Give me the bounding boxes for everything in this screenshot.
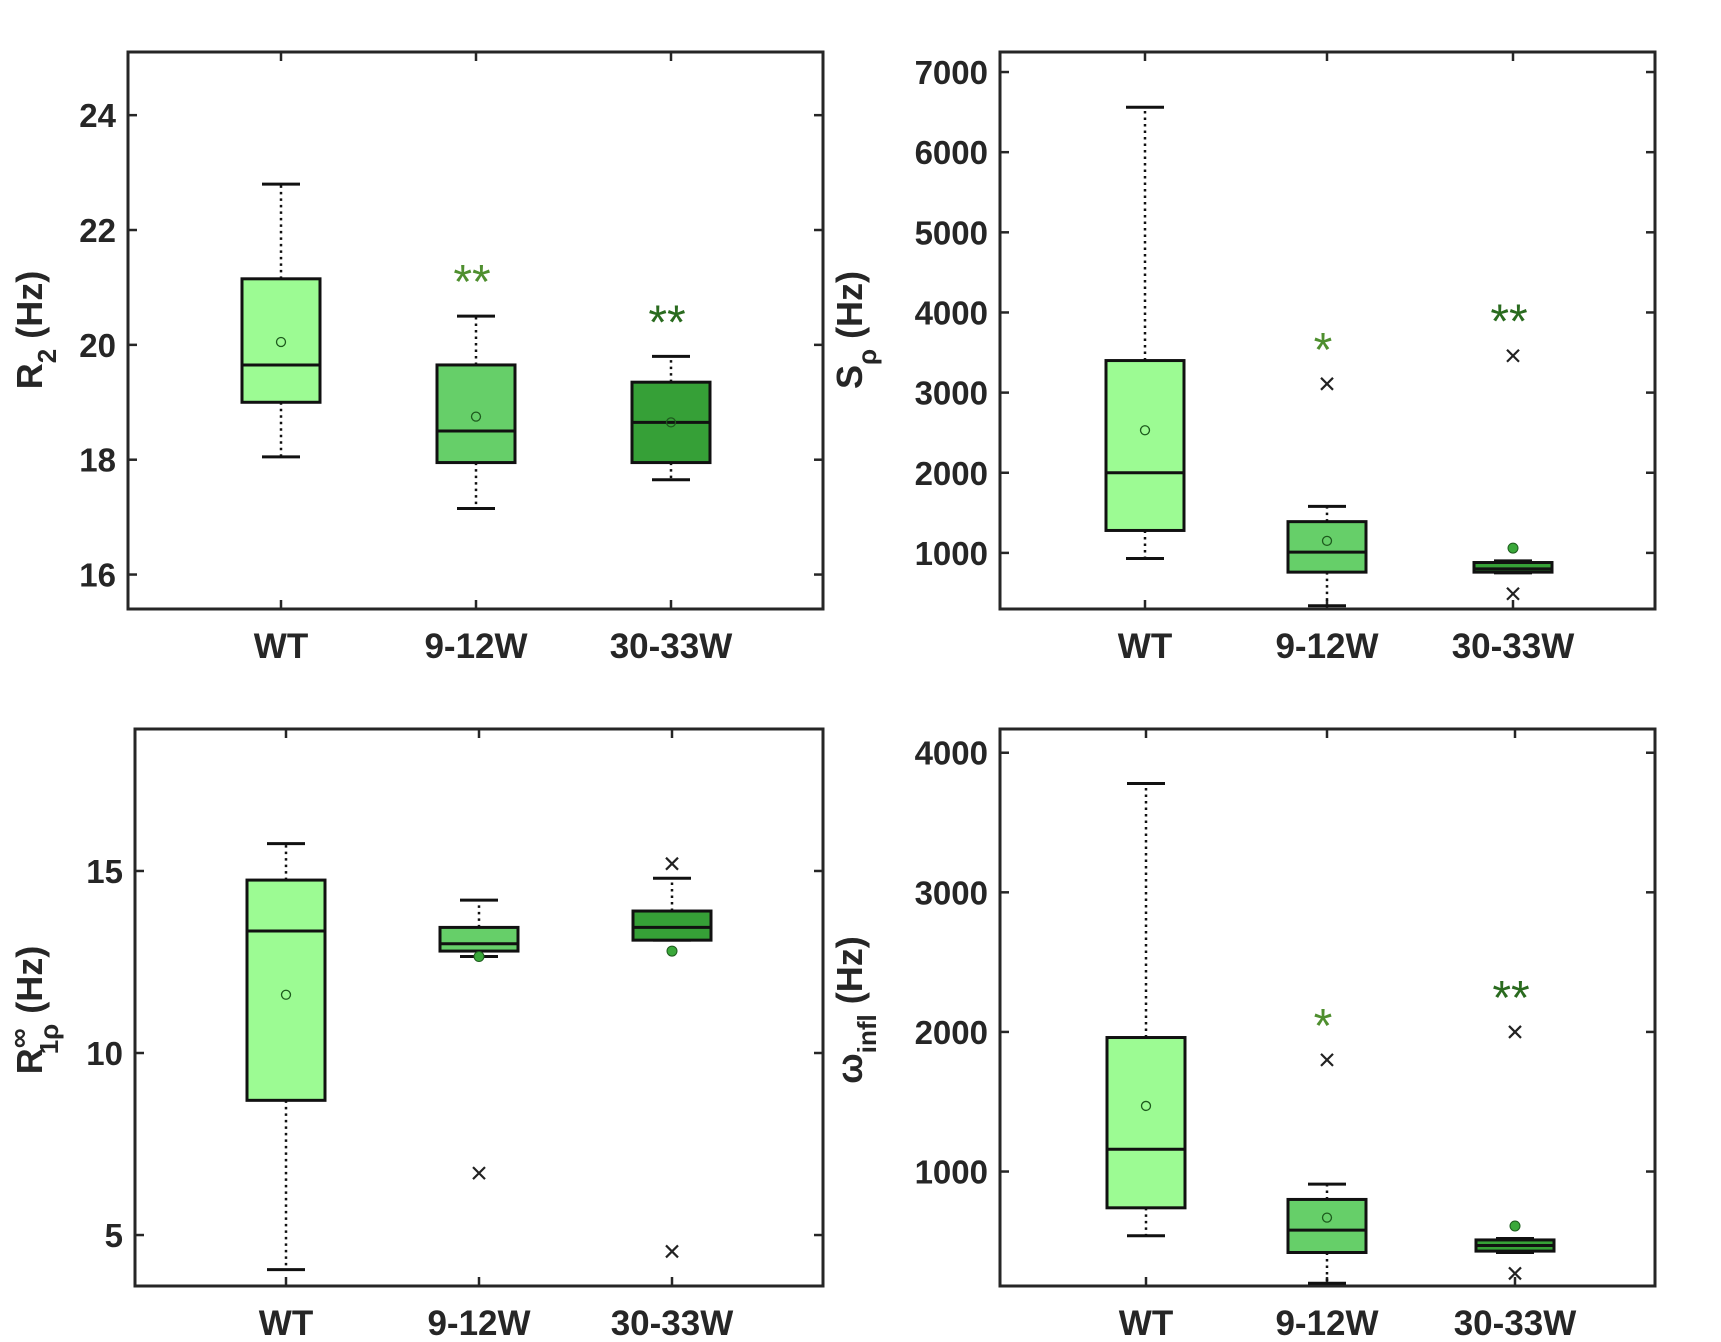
x-category-label: 9-12W bbox=[1275, 1304, 1378, 1342]
x-category-label: 30-33W bbox=[611, 1304, 734, 1342]
box-9-12w: * bbox=[1286, 324, 1368, 608]
x-category-label: 9-12W bbox=[1275, 627, 1378, 666]
interquartile-box bbox=[1286, 1197, 1368, 1254]
x-category-label: 30-33W bbox=[610, 627, 733, 666]
y-tick-label: 24 bbox=[79, 97, 116, 134]
x-category-label: 30-33W bbox=[1452, 627, 1575, 666]
box-wt bbox=[1105, 781, 1187, 1238]
interquartile-box bbox=[435, 363, 517, 465]
panel-r2-boxplot: 16 18 20 22 24 WT 9-12W 30-33W R2 (Hz) ** ** bbox=[9, 50, 825, 666]
x-category-label: 9-12W bbox=[427, 1304, 530, 1342]
significance-stars: ** bbox=[648, 296, 685, 349]
outlier-marker bbox=[1506, 348, 1520, 363]
y-tick-label: 1000 bbox=[915, 1154, 988, 1191]
panel-r1rho-boxplot: 5 10 15 WT 9-12W 30-33W R∞1ρ (Hz) bbox=[3, 727, 825, 1342]
y-tick-label: 20 bbox=[79, 327, 116, 364]
significance-stars: * bbox=[1314, 324, 1333, 377]
x-category-label: WT bbox=[1119, 1304, 1173, 1342]
mean-marker bbox=[1509, 1220, 1521, 1232]
y-tick-label: 10 bbox=[86, 1035, 123, 1072]
outlier-marker bbox=[1320, 377, 1334, 391]
mean-marker bbox=[473, 951, 485, 963]
y-axis-label: ωinfl (Hz) bbox=[829, 936, 882, 1083]
axes-frame bbox=[133, 727, 825, 1288]
outlier-marker bbox=[1320, 1053, 1334, 1067]
mean-marker bbox=[470, 411, 482, 422]
y-tick-label: 4000 bbox=[915, 735, 988, 772]
outlier-marker bbox=[472, 1166, 486, 1180]
mean-marker bbox=[1507, 542, 1519, 554]
mean-marker bbox=[1321, 535, 1333, 547]
significance-stars: ** bbox=[1492, 972, 1529, 1025]
x-category-label: 9-12W bbox=[424, 627, 527, 666]
box-wt bbox=[245, 842, 327, 1272]
y-tick-label: 5000 bbox=[915, 214, 988, 251]
y-tick-label: 18 bbox=[79, 442, 116, 479]
y-tick-label: 2000 bbox=[915, 455, 988, 492]
box-30-33w: ** bbox=[630, 296, 712, 482]
outlier-marker bbox=[1508, 1266, 1522, 1281]
interquartile-box bbox=[1472, 561, 1554, 574]
box-wt bbox=[240, 182, 322, 459]
interquartile-box bbox=[438, 925, 520, 953]
box-30-33w bbox=[631, 856, 713, 1259]
box-30-33w: ** bbox=[1472, 296, 1554, 601]
x-category-label: 30-33W bbox=[1454, 1304, 1577, 1342]
y-tick-label: 16 bbox=[79, 557, 116, 594]
outlier-marker bbox=[665, 1244, 679, 1259]
y-tick-label: 1000 bbox=[915, 535, 988, 572]
significance-stars: ** bbox=[453, 256, 490, 309]
interquartile-box bbox=[1104, 359, 1186, 532]
outlier-marker bbox=[665, 856, 679, 871]
significance-stars: * bbox=[1314, 1000, 1333, 1053]
mean-marker bbox=[1139, 425, 1151, 436]
panel-omega-infl-boxplot: 1000 2000 3000 4000 WT 9-12W 30-33W ωinfl (Hz) *… bbox=[829, 727, 1657, 1342]
outlier-marker bbox=[1508, 1025, 1522, 1039]
box-9-12w: ** bbox=[435, 256, 517, 511]
box-9-12w bbox=[438, 898, 520, 1180]
mean-marker bbox=[665, 417, 677, 428]
outlier-marker bbox=[1506, 586, 1520, 601]
x-category-label: WT bbox=[254, 627, 308, 666]
y-tick-label: 6000 bbox=[915, 134, 988, 171]
mean-marker bbox=[280, 989, 292, 1000]
y-tick-label: 15 bbox=[86, 853, 123, 890]
mean-marker bbox=[1140, 1100, 1152, 1112]
significance-stars: ** bbox=[1490, 296, 1527, 349]
interquartile-box bbox=[1105, 1036, 1187, 1210]
panel-s-rho-boxplot: 1000 2000 3000 4000 5000 6000 7000 WT 9-12W 30-33… bbox=[829, 50, 1657, 666]
mean-marker bbox=[1321, 1212, 1333, 1223]
box-30-33w: ** bbox=[1474, 972, 1556, 1281]
interquartile-box bbox=[240, 277, 322, 404]
x-category-label: WT bbox=[259, 1304, 313, 1342]
y-tick-label: 3000 bbox=[915, 375, 988, 412]
y-tick-label: 2000 bbox=[915, 1014, 988, 1051]
interquartile-box bbox=[631, 909, 713, 942]
y-axis-label: R∞1ρ (Hz) bbox=[3, 946, 64, 1075]
box-wt bbox=[1104, 105, 1186, 561]
x-category-label: WT bbox=[1118, 627, 1172, 666]
y-tick-label: 4000 bbox=[915, 294, 988, 331]
interquartile-box bbox=[1286, 520, 1368, 574]
y-tick-label: 7000 bbox=[915, 54, 988, 91]
y-tick-label: 3000 bbox=[915, 874, 988, 911]
mean-marker bbox=[666, 945, 678, 957]
y-tick-label: 5 bbox=[105, 1217, 123, 1254]
mean-marker bbox=[275, 336, 287, 348]
box-9-12w: * bbox=[1286, 1000, 1368, 1285]
y-axis-label: R2 (Hz) bbox=[9, 271, 62, 389]
y-axis-label: Sρ (Hz) bbox=[829, 271, 882, 389]
y-tick-label: 22 bbox=[79, 212, 116, 249]
